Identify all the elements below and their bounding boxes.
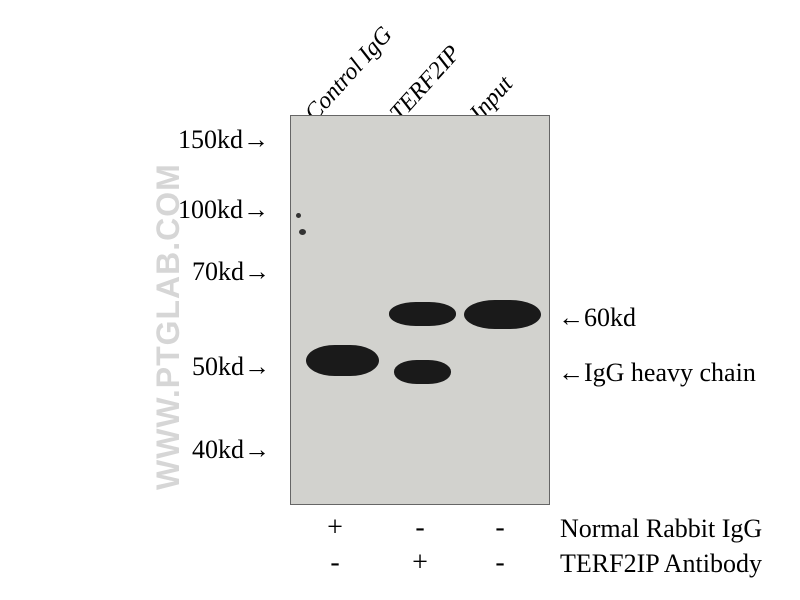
- annotation-text: IgG heavy chain: [584, 358, 756, 387]
- arrow-left-icon: ←: [558, 303, 584, 332]
- mw-marker-100: 100kd→: [178, 195, 269, 225]
- band-lane2-60kd: [389, 302, 456, 325]
- mw-marker-text: 70kd: [192, 257, 244, 286]
- mw-marker-50: 50kd→: [192, 352, 270, 382]
- band-lane1-igg: [306, 345, 378, 376]
- arrow-right-icon: →: [243, 195, 269, 225]
- mw-marker-text: 50kd: [192, 352, 244, 381]
- arrow-left-icon: ←: [558, 358, 584, 387]
- mw-marker-150: 150kd→: [178, 125, 269, 155]
- band-lane3-60kd: [464, 300, 541, 329]
- grid-cell: -: [315, 547, 355, 579]
- blot-speck: [296, 213, 301, 218]
- mw-marker-text: 40kd: [192, 435, 244, 464]
- band-lane2-igg: [394, 360, 451, 383]
- annotation-igg-heavy-chain: ←IgG heavy chain: [558, 358, 756, 388]
- mw-marker-70: 70kd→: [192, 257, 270, 287]
- blot-speck: [299, 229, 306, 235]
- grid-cell: +: [400, 547, 440, 579]
- grid-cell: -: [480, 547, 520, 579]
- grid-cell: -: [480, 512, 520, 544]
- arrow-right-icon: →: [244, 352, 270, 382]
- western-blot-figure: WWW.PTGLAB.COM Control IgG TERF2IP Input…: [60, 20, 740, 580]
- blot-membrane: [290, 115, 550, 505]
- arrow-right-icon: →: [243, 125, 269, 155]
- lane-label-control-igg: Control IgG: [300, 22, 398, 127]
- mw-marker-text: 150kd: [178, 125, 243, 154]
- grid-cell: +: [315, 512, 355, 544]
- arrow-right-icon: →: [244, 257, 270, 287]
- annotation-60kd: ←60kd: [558, 303, 636, 333]
- grid-row-label-terf2ip-ab: TERF2IP Antibody: [560, 549, 762, 579]
- grid-row-label-normal-igg: Normal Rabbit IgG: [560, 514, 762, 544]
- annotation-text: 60kd: [584, 303, 636, 332]
- mw-marker-text: 100kd: [178, 195, 243, 224]
- arrow-right-icon: →: [244, 435, 270, 465]
- grid-cell: -: [400, 512, 440, 544]
- mw-marker-40: 40kd→: [192, 435, 270, 465]
